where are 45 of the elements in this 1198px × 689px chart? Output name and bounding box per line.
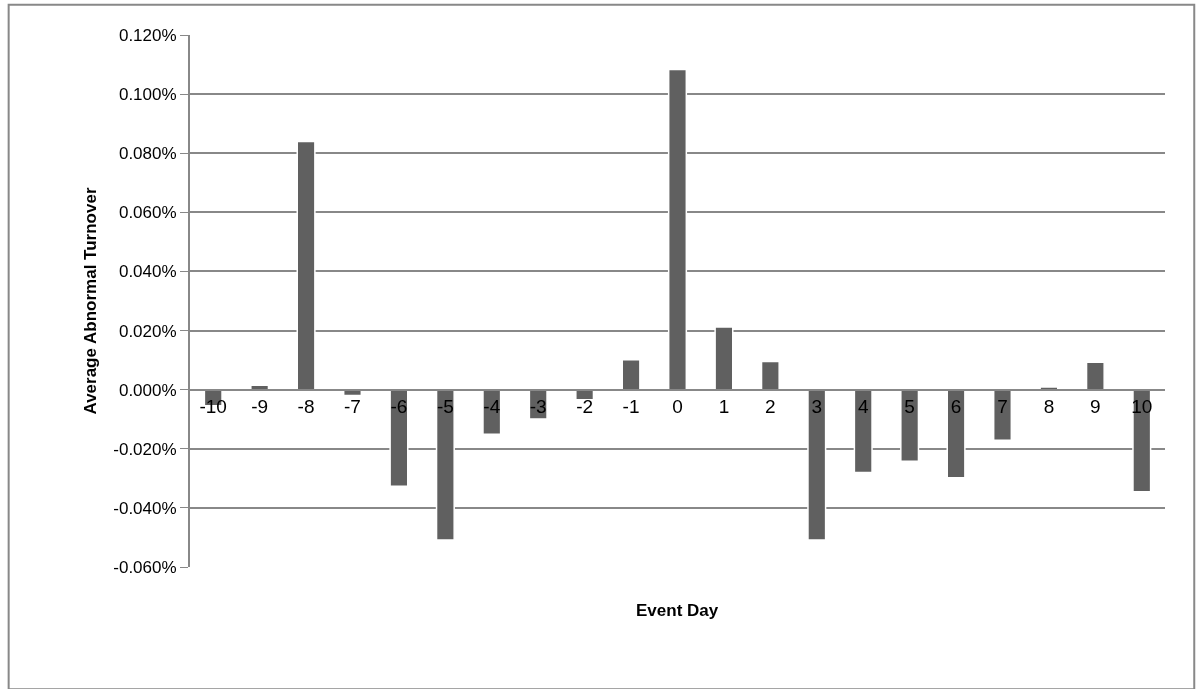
x-tick-label: -2 — [576, 396, 594, 418]
x-tick-label: -8 — [297, 396, 315, 418]
y-tick-label: 0.060% — [118, 203, 177, 223]
bar — [1085, 361, 1105, 391]
x-tick-label: -3 — [529, 396, 547, 418]
bar — [435, 388, 455, 541]
bar — [992, 388, 1013, 441]
bar — [714, 326, 734, 391]
bar — [900, 388, 920, 462]
bar — [760, 360, 780, 391]
x-tick-label: -10 — [199, 396, 227, 418]
y-tick-label: 0.080% — [118, 144, 177, 164]
y-tick-label: 0.100% — [118, 85, 177, 105]
x-tick-label: -6 — [390, 396, 408, 418]
y-tick-label: -0.020% — [113, 439, 177, 459]
bar — [389, 388, 409, 488]
bar — [807, 388, 827, 541]
x-tick-label: 7 — [997, 396, 1008, 418]
bar — [853, 388, 873, 474]
x-tick-label: -9 — [251, 396, 269, 418]
x-tick-label: 0 — [672, 396, 683, 418]
y-tick-label: -0.040% — [113, 498, 177, 518]
x-tick-label: 1 — [718, 396, 730, 418]
y-tick-label: 0.040% — [118, 262, 177, 282]
y-tick-label: 0.020% — [118, 321, 177, 341]
x-tick-label: 8 — [1043, 396, 1055, 418]
x-tick-label: 9 — [1090, 396, 1101, 418]
bar — [667, 68, 688, 391]
bar — [296, 140, 316, 391]
y-axis-title: Average Abnormal Turnover — [81, 187, 101, 415]
y-tick-label: -0.060% — [113, 557, 177, 577]
y-tick-label: 0.000% — [118, 380, 177, 400]
y-tick-label: 0.120% — [118, 25, 177, 45]
x-tick-label: 2 — [765, 396, 776, 418]
x-tick-label: -5 — [436, 396, 454, 418]
bar — [621, 359, 641, 391]
x-tick-label: 5 — [904, 396, 915, 418]
x-tick-label: -4 — [483, 396, 501, 418]
x-tick-label: -7 — [344, 396, 361, 418]
x-tick-label: -1 — [622, 396, 640, 418]
x-tick-label: 4 — [857, 396, 869, 418]
x-tick-label: 6 — [950, 396, 962, 418]
x-tick-label: 3 — [811, 396, 823, 418]
x-axis-title: Event Day — [636, 601, 719, 620]
bar — [946, 388, 966, 479]
